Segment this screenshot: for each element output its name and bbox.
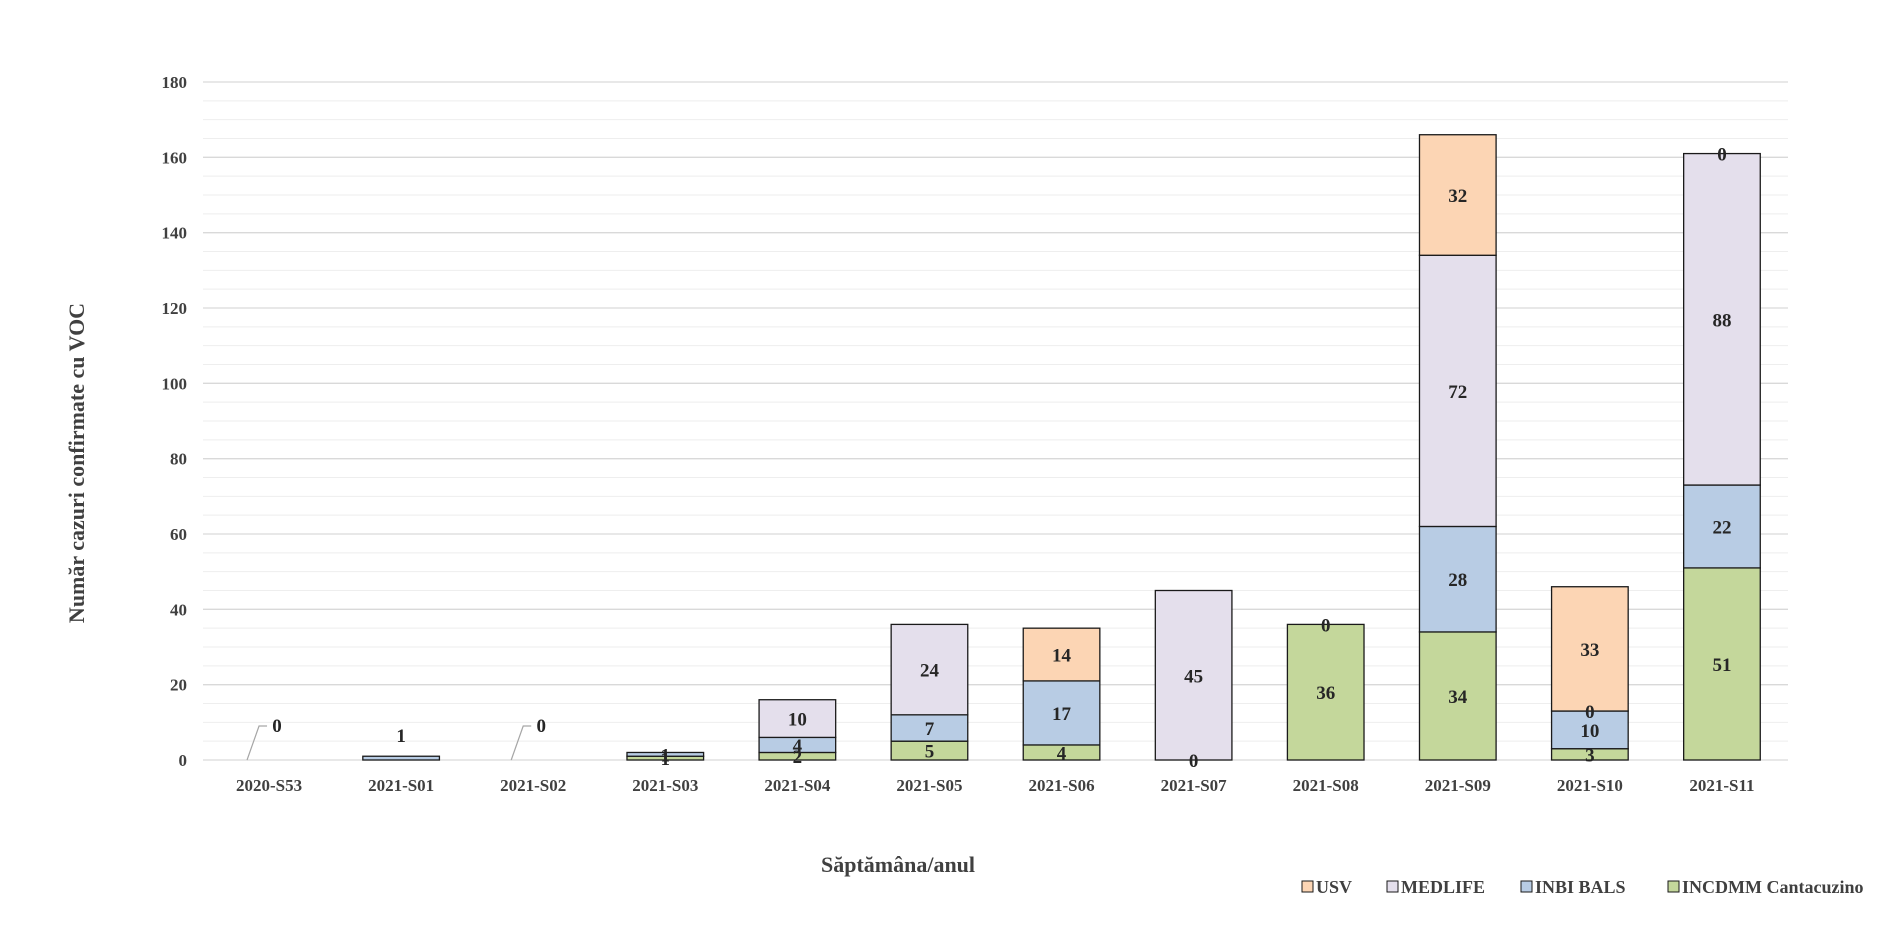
bar-segment (758, 699, 837, 739)
data-label: 22 (1712, 517, 1731, 538)
bar-segment (1418, 254, 1497, 528)
data-label: 2 (793, 747, 803, 768)
data-label: 0 (1189, 751, 1199, 772)
bar-segment (890, 623, 969, 716)
label-leader-line (510, 725, 532, 761)
data-label: 33 (1580, 640, 1599, 661)
legend-label: USV (1316, 877, 1352, 897)
y-tick-label: 80 (170, 450, 187, 469)
data-label: 1 (661, 745, 671, 766)
bar-segment (1418, 134, 1497, 256)
x-tick-label: 2021-S08 (1293, 776, 1359, 795)
y-tick-label: 60 (170, 525, 187, 544)
data-label: 36 (1316, 683, 1335, 704)
x-tick-label: 2021-S07 (1161, 776, 1228, 795)
legend-swatch (1386, 880, 1399, 893)
legend-label: MEDLIFE (1401, 877, 1485, 897)
bar-segment (1286, 623, 1365, 761)
legend: USV MEDLIFE INBI BALS INCDMM Cantacuzino (1301, 877, 1864, 897)
data-label: 14 (1052, 646, 1072, 667)
bar-segment (362, 755, 441, 761)
data-label: 1 (661, 749, 671, 770)
legend-swatch (1301, 880, 1314, 893)
x-tick-label: 2020-S53 (236, 776, 302, 795)
x-tick-label: 2021-S10 (1557, 776, 1623, 795)
data-label: 32 (1448, 186, 1467, 207)
gridlines (203, 81, 1788, 761)
label-leader-line (246, 725, 268, 761)
bar-segment (1418, 631, 1497, 761)
data-label: 88 (1712, 310, 1731, 331)
bar-segment (1683, 484, 1761, 569)
bar-segment (1022, 680, 1101, 746)
data-label: 5 (925, 742, 935, 763)
y-tick-label: 160 (162, 148, 188, 167)
legend-swatch (1667, 880, 1680, 893)
x-axis-ticks: 2020-S53 2021-S01 2021-S02 2021-S03 2021-S04… (236, 776, 1755, 795)
data-label: 17 (1052, 704, 1072, 725)
data-label: 0 (1585, 702, 1595, 723)
data-label: 7 (925, 719, 935, 740)
legend-swatch (1520, 880, 1533, 893)
legend-label: INBI BALS (1535, 877, 1626, 897)
bar-segment (1154, 589, 1233, 761)
y-tick-label: 180 (162, 73, 188, 92)
bar-segment (1683, 567, 1761, 761)
data-label: 10 (1580, 721, 1599, 742)
data-label: 0 (1321, 615, 1331, 636)
bar-segment (890, 714, 969, 742)
bar-segment (1550, 710, 1629, 750)
x-tick-label: 2021-S04 (764, 776, 831, 795)
y-axis-title: Număr cazuri confirmate cu VOC (64, 303, 89, 623)
y-tick-label: 100 (162, 374, 188, 393)
data-label: 0 (272, 716, 282, 737)
bar-segment (1550, 586, 1629, 712)
bar-segment (1418, 525, 1497, 633)
bar-segment (1022, 627, 1101, 682)
data-label: 45 (1184, 666, 1203, 687)
data-label: 24 (920, 661, 940, 682)
bar-segment (1683, 152, 1761, 486)
y-tick-label: 20 (170, 676, 187, 695)
data-label: 4 (793, 736, 803, 757)
data-label: 0 (536, 716, 546, 737)
bars (362, 134, 1761, 761)
data-labels: 0 1 011 24105724417140453603428723231003351… (246, 145, 1731, 772)
data-label: 51 (1712, 655, 1731, 676)
x-tick-label: 2021-S02 (500, 776, 566, 795)
y-tick-label: 140 (162, 224, 188, 243)
y-tick-label: 120 (162, 299, 188, 318)
data-label: 3 (1585, 745, 1595, 766)
data-label: 10 (788, 710, 807, 731)
legend-label: INCDMM Cantacuzino (1682, 877, 1864, 897)
y-axis-ticks: 0 20 40 60 80 100 120 140 160 180 (162, 73, 188, 770)
bar-segment (626, 751, 705, 757)
x-tick-label: 2021-S01 (368, 776, 434, 795)
data-label: 0 (1717, 145, 1727, 166)
data-label: 4 (1057, 743, 1067, 764)
data-label: 1 (396, 726, 406, 747)
x-tick-label: 2021-S05 (896, 776, 962, 795)
y-tick-label: 40 (170, 600, 187, 619)
x-tick-label: 2021-S09 (1425, 776, 1491, 795)
x-axis-title: Săptămâna/anul (821, 852, 975, 877)
y-tick-label: 0 (179, 751, 188, 770)
data-label: 28 (1448, 570, 1467, 591)
x-tick-label: 2021-S11 (1689, 776, 1754, 795)
data-label: 72 (1448, 382, 1467, 403)
x-tick-label: 2021-S03 (632, 776, 698, 795)
x-tick-label: 2021-S06 (1028, 776, 1094, 795)
data-label: 34 (1448, 687, 1468, 708)
